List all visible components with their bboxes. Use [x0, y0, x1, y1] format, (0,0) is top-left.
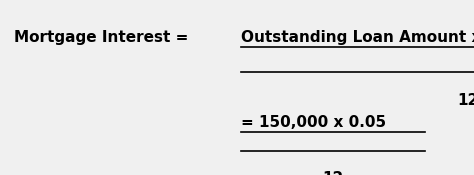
Text: 12: 12	[458, 93, 474, 108]
Text: Outstanding Loan Amount x Interest Rate: Outstanding Loan Amount x Interest Rate	[241, 30, 474, 45]
Text: Mortgage Interest =: Mortgage Interest =	[14, 30, 194, 45]
Text: 12: 12	[322, 171, 344, 175]
Text: = 150,000 x 0.05: = 150,000 x 0.05	[241, 115, 386, 130]
